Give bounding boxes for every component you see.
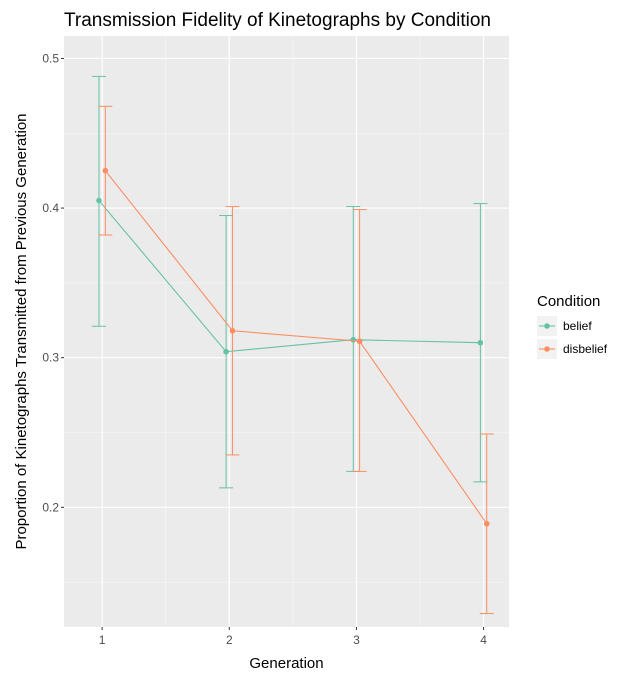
x-axis-title: Generation bbox=[249, 655, 323, 672]
axes: 0.2 0.3 0.4 0.5 1 2 3 4 bbox=[42, 51, 487, 647]
legend-label-belief: belief bbox=[563, 319, 592, 333]
plot-panel bbox=[64, 36, 509, 627]
legend-key-point-belief bbox=[544, 323, 550, 329]
x-tick-label: 1 bbox=[99, 633, 106, 647]
data-point-disbelief bbox=[483, 520, 490, 527]
legend: Condition belief disbelief bbox=[537, 293, 608, 359]
series-layer bbox=[91, 75, 494, 615]
series-line-belief bbox=[98, 200, 481, 353]
data-point-disbelief bbox=[229, 327, 236, 334]
y-axis-title: Proportion of Kinetographs Transmitted f… bbox=[13, 113, 30, 549]
x-tick-label: 3 bbox=[353, 633, 360, 647]
series-disbelief bbox=[98, 105, 494, 615]
grid bbox=[64, 36, 509, 627]
y-tick-label: 0.5 bbox=[42, 51, 59, 65]
data-point-disbelief bbox=[102, 167, 109, 174]
series-line-disbelief bbox=[104, 170, 488, 525]
data-point-belief bbox=[477, 339, 484, 346]
legend-title: Condition bbox=[537, 293, 600, 310]
x-tick-label: 4 bbox=[480, 633, 487, 647]
y-tick-label: 0.4 bbox=[42, 201, 59, 215]
data-point-belief bbox=[350, 336, 357, 343]
y-tick-label: 0.3 bbox=[42, 351, 59, 365]
x-tick-label: 2 bbox=[226, 633, 233, 647]
legend-key-point-disbelief bbox=[544, 346, 550, 352]
chart-title: Transmission Fidelity of Kinetographs by… bbox=[64, 10, 491, 31]
y-tick-label: 0.2 bbox=[42, 500, 59, 514]
data-point-belief bbox=[96, 197, 102, 204]
legend-label-disbelief: disbelief bbox=[563, 342, 608, 356]
data-point-belief bbox=[223, 348, 229, 355]
series-belief bbox=[91, 75, 488, 489]
data-point-disbelief bbox=[356, 338, 363, 345]
